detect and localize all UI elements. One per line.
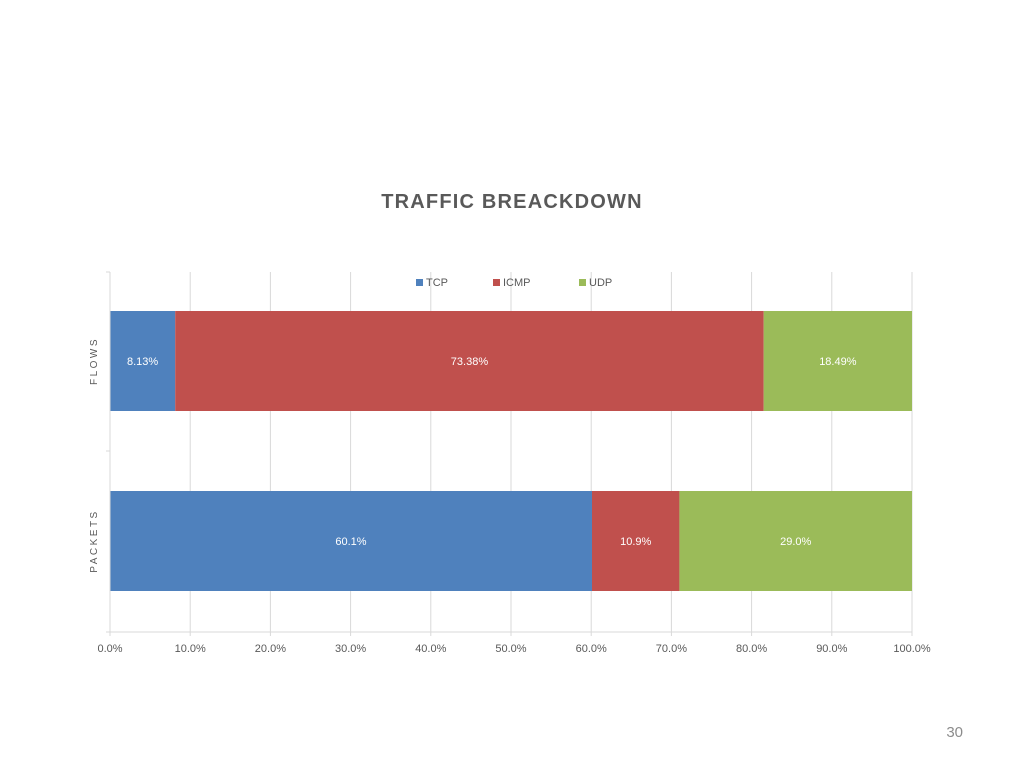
x-tick-label: 70.0% [656,643,687,655]
axes: 0.0% 10.0% 20.0% 30.0% 40.0% 50.0% 60.0% 70.0% 8… [89,271,931,655]
legend-swatch-tcp [416,279,423,286]
x-tick-label: 30.0% [335,643,366,655]
legend-swatch-icmp [493,279,500,286]
data-label: 18.49% [819,356,857,368]
data-label: 29.0% [780,536,811,548]
data-label: 60.1% [335,536,366,548]
legend-label-tcp: TCP [426,277,448,289]
bar-segment-udp-packets [679,491,912,591]
x-tick-label: 50.0% [495,643,526,655]
bar-segment-tcp-packets [110,491,593,591]
x-tick-label: 90.0% [816,643,847,655]
data-label: 10.9% [620,536,651,548]
category-label: PACKETS [89,509,100,572]
data-label: 73.38% [451,356,489,368]
x-tick-label: 40.0% [415,643,446,655]
bar-segment-icmp-flows [175,311,764,411]
category-label: FLOWS [89,337,100,385]
x-tick-label: 60.0% [576,643,607,655]
bar-segment-icmp-packets [592,491,680,591]
bar-segment-udp-flows [763,311,912,411]
legend: TCP ICMP UDP [416,277,612,289]
bar-segment-tcp-flows [110,311,176,411]
x-tick-label: 80.0% [736,643,767,655]
x-tick-label: 10.0% [175,643,206,655]
bars: 8.13% 73.38% 18.49% 60.1% 10.9% 29.0% [110,311,912,591]
x-tick-label: 0.0% [97,643,122,655]
page-number: 30 [946,724,963,741]
chart-title: TRAFFIC BREACKDOWN [381,191,643,213]
data-label: 8.13% [127,356,158,368]
legend-label-icmp: ICMP [503,277,531,289]
legend-swatch-udp [579,279,586,286]
x-tick-label: 20.0% [255,643,286,655]
x-tick-label: 100.0% [893,643,931,655]
legend-label-udp: UDP [589,277,612,289]
